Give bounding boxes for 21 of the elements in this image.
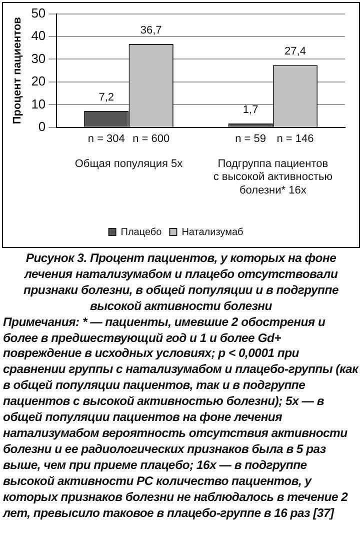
- text: n = 146: [276, 132, 314, 145]
- data-label: 1,7: [242, 104, 258, 116]
- y-tick-label: 0: [38, 118, 46, 134]
- legend-label: Натализумаб: [182, 226, 244, 238]
- text: Рисунок 3. Процент пациентов, у которых на фоне лечения натализумабом и плацебо отсутствовали признаки болезни, в общей популяции и в подгруппе высокой активности болезни: [22, 251, 340, 315]
- data-label: 36,7: [140, 24, 162, 37]
- text: n = 600: [132, 132, 170, 145]
- y-tick-label: 10: [31, 96, 46, 112]
- text: n = 59: [235, 132, 266, 145]
- text: n = 304: [88, 132, 125, 145]
- y-tick-label: 40: [31, 28, 46, 44]
- x-tick-label: Подгруппа пациентов с высокой активностью болезни* 16x: [213, 158, 332, 196]
- y-tick-label: 50: [31, 5, 46, 20]
- x-tick-label: Общая популяция 5x: [74, 158, 184, 170]
- text: Примечания: * — пациенты, имевшие 2 обострения и более в предшествующий год и 1 и более Gd+ повреждение в исходных условиях; p < 0,0001 при сравнении группы с натализумабом и плацебо-группы (как в общей популяции пациентов, так и в подгруппе пациентов с высокой активностью болезни); 5x — в общей популяции пациентов на фоне лечения натализумабом вероятность отсутствия активности болезни и ее радиологических признаков была в 5 раз выше, чем при приеме плацебо; 16x — в подгруппе высокой активности РС количество пациентов, у которых признаков болезни не наблюдалось в течение 2 лет, превысило таковое в плацебо-группе в 16 раз [37]: [3, 314, 358, 520]
- data-label: 7,2: [98, 92, 114, 104]
- y-tick-label: 30: [31, 50, 46, 66]
- data-label: 27,4: [284, 46, 306, 58]
- y-axis-title: Процент пациентов: [12, 16, 24, 124]
- legend-label: Плацебо: [120, 226, 162, 238]
- y-tick-label: 20: [31, 74, 46, 89]
